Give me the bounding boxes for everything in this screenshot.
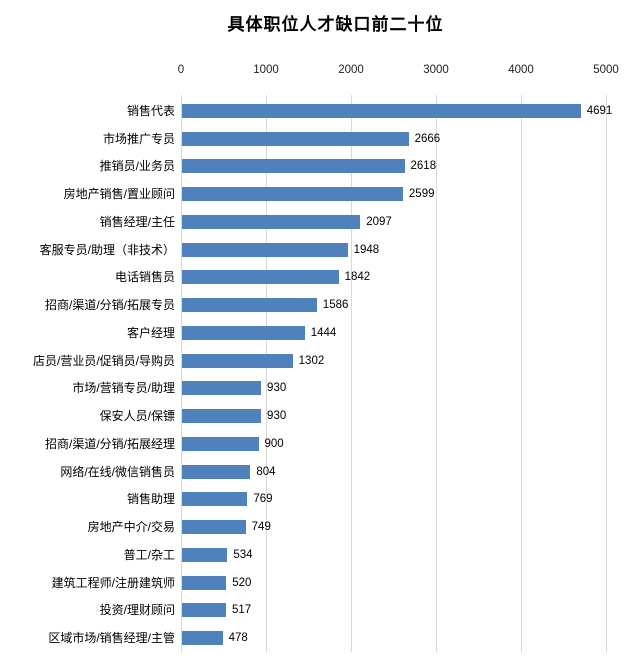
category-label: 推销员/业务员 [99,159,175,174]
category-label: 销售助理 [126,492,175,507]
value-label: 2599 [408,188,435,201]
chart-title: 具体职位人才缺口前二十位 [227,15,444,35]
category-label: 房地产中介/交易 [87,520,175,535]
value-label: 1948 [353,243,380,256]
value-label: 769 [253,493,273,506]
bar [182,159,405,174]
bar [182,409,262,424]
bar [182,298,317,313]
bar [182,187,403,202]
category-label: 销售经理/主任 [99,214,175,229]
category-label: 房地产销售/置业顾问 [63,187,175,202]
bar [182,464,251,479]
category-label: 普工/杂工 [123,547,175,562]
bar [182,270,339,285]
category-label: 招商/渠道/分销/拓展专员 [44,298,175,313]
value-label: 1302 [298,354,325,367]
category-label: 网络/在线/微信销售员 [60,464,175,479]
value-label: 2097 [366,215,392,228]
value-label: 4691 [586,105,613,117]
bar [182,104,581,118]
value-label: 1842 [344,271,371,284]
x-axis-tick-label: 4000 [508,64,534,76]
value-label: 930 [267,382,287,395]
category-label: 电话销售员 [114,270,175,285]
value-label: 900 [264,437,284,450]
category-label: 招商/渠道/分销/拓展经理 [44,436,175,451]
gridline [436,95,437,652]
category-label: 保安人员/保镖 [99,409,175,424]
bar [182,381,262,396]
gridline [266,95,267,652]
x-axis-tick-label: 5000 [593,64,619,76]
gridline [351,95,352,652]
value-label: 517 [231,604,252,617]
category-label: 市场推广专员 [102,131,175,146]
value-label: 520 [232,576,252,589]
gridline [521,95,522,652]
value-label: 749 [251,521,271,534]
x-axis-tick-label: 1000 [253,64,279,76]
bar [182,603,226,618]
bar [182,131,409,146]
category-label: 区域市场/销售经理/主管 [48,630,175,645]
bar [182,436,259,451]
x-axis-tick-label: 0 [177,64,185,76]
value-label: 2666 [414,132,441,145]
bar [182,214,361,229]
category-label: 店员/营业员/促销员/导购员 [32,353,175,368]
category-label: 客户经理 [126,325,175,340]
bar [182,353,293,368]
value-label: 1586 [322,299,349,312]
bar [182,520,246,535]
x-axis-tick-label: 3000 [423,64,449,76]
category-label: 客服专员/助理（非技术） [39,242,175,257]
bar [182,575,227,590]
category-label: 投资/理财顾问 [99,603,175,618]
gridline [606,95,607,652]
bar [182,492,248,507]
category-label: 建筑工程师/注册建筑师 [51,575,175,590]
value-label: 930 [267,410,287,423]
bar [182,325,305,340]
value-label: 1444 [310,326,337,339]
bar [182,242,348,257]
bar [182,630,223,645]
value-label: 534 [233,548,253,561]
category-label: 销售代表 [126,104,175,118]
value-label: 2618 [410,160,437,173]
x-axis-tick-label: 2000 [338,64,364,76]
bar [182,547,228,562]
value-label: 478 [228,631,248,644]
gridline [181,95,182,652]
category-label: 市场/营销专员/助理 [72,381,175,396]
value-label: 804 [256,465,276,478]
